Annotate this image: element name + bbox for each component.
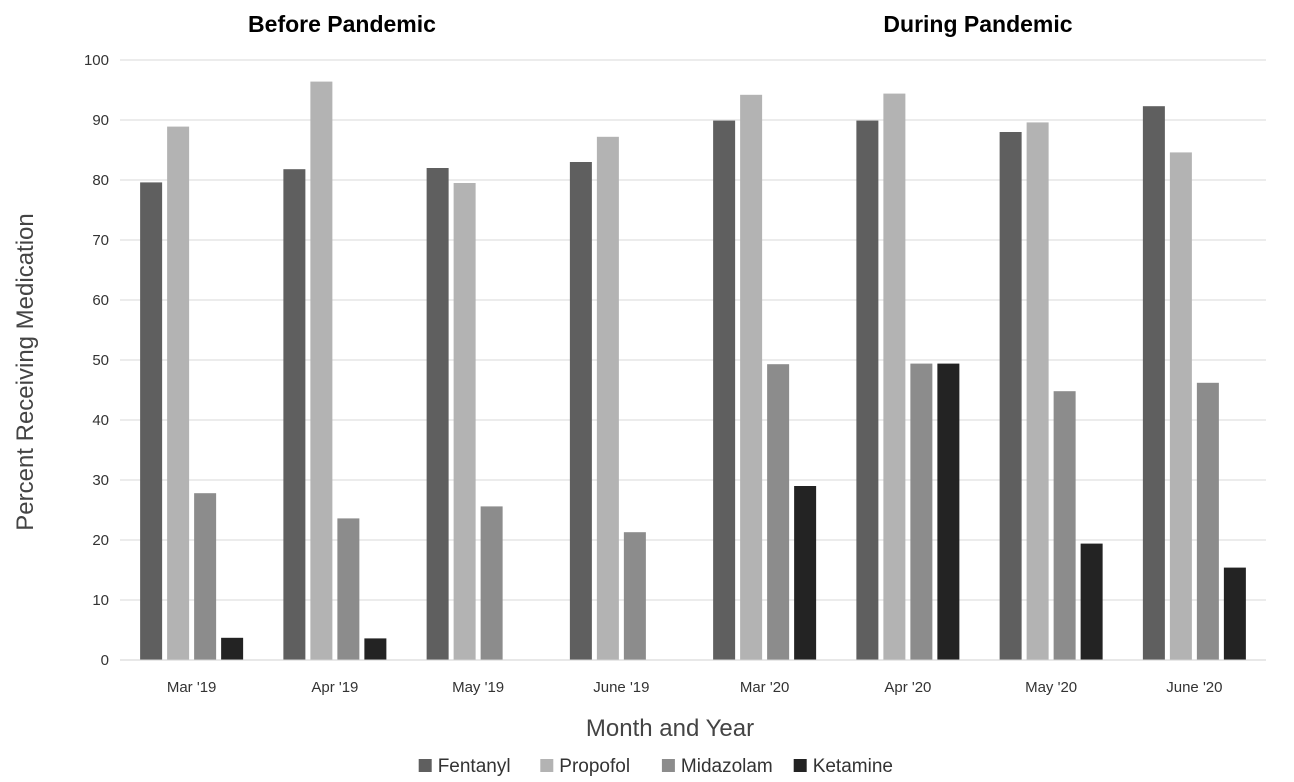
y-tick-label: 100 — [84, 52, 109, 69]
bar-midazolam-2 — [480, 506, 503, 660]
legend-swatch-fentanyl — [418, 759, 432, 772]
x-tick-label: Apr '19 — [311, 679, 358, 696]
bar-propofol-2 — [453, 183, 476, 660]
y-tick-label: 30 — [92, 472, 109, 489]
y-tick-label: 80 — [92, 172, 109, 189]
bar-fentanyl-4 — [713, 120, 736, 661]
bar-ketamine-7 — [1223, 567, 1246, 660]
y-tick-label: 0 — [101, 652, 109, 669]
y-tick-label: 70 — [92, 232, 109, 249]
bar-midazolam-1 — [337, 518, 360, 660]
bar-fentanyl-2 — [426, 168, 449, 660]
x-tick-label: June '20 — [1166, 679, 1222, 696]
legend-label-propofol: Propofol — [559, 756, 630, 777]
legend: Fentanyl Propofol Midazolam Ketamine — [418, 756, 893, 777]
bar-propofol-6 — [1026, 122, 1049, 660]
x-tick-label: Mar '19 — [167, 679, 217, 696]
x-tick-label: May '20 — [1025, 679, 1077, 696]
y-tick-label: 40 — [92, 412, 109, 429]
bar-midazolam-3 — [623, 532, 646, 660]
bars — [140, 81, 1246, 661]
legend-label-midazolam: Midazolam — [681, 756, 773, 777]
annotation-during-pandemic: During Pandemic — [883, 11, 1072, 37]
bar-propofol-3 — [596, 136, 619, 661]
bar-ketamine-0 — [221, 637, 244, 660]
bar-propofol-4 — [740, 94, 763, 661]
bar-midazolam-4 — [767, 364, 790, 660]
y-tick-label: 20 — [92, 532, 109, 549]
y-axis-ticks: 0 10 20 30 40 50 60 70 80 90 100 — [84, 52, 109, 669]
x-tick-label: May '19 — [452, 679, 504, 696]
x-tick-label: Apr '20 — [884, 679, 931, 696]
legend-label-fentanyl: Fentanyl — [438, 756, 511, 777]
bar-fentanyl-3 — [569, 162, 592, 660]
y-tick-label: 10 — [92, 592, 109, 609]
bar-propofol-7 — [1169, 152, 1192, 660]
bar-propofol-0 — [167, 126, 190, 661]
legend-label-ketamine: Ketamine — [813, 756, 893, 777]
legend-swatch-ketamine — [793, 759, 807, 772]
legend-swatch-propofol — [540, 759, 554, 772]
bar-propofol-1 — [310, 81, 333, 661]
y-tick-label: 60 — [92, 292, 109, 309]
bar-ketamine-6 — [1080, 543, 1103, 660]
x-tick-label: Mar '20 — [740, 679, 790, 696]
bar-midazolam-6 — [1053, 391, 1076, 660]
bar-fentanyl-7 — [1142, 106, 1165, 660]
legend-swatch-midazolam — [661, 759, 675, 772]
y-tick-label: 50 — [92, 352, 109, 369]
bar-midazolam-7 — [1196, 382, 1219, 660]
x-axis-title: Month and Year — [586, 715, 754, 742]
bar-fentanyl-5 — [856, 120, 879, 661]
bar-ketamine-5 — [937, 363, 960, 660]
bar-fentanyl-6 — [999, 132, 1022, 660]
bar-propofol-5 — [883, 93, 906, 661]
annotation-before-pandemic: Before Pandemic — [248, 11, 436, 37]
bar-fentanyl-1 — [283, 169, 306, 660]
y-axis-title: Percent Receiving Medication — [12, 213, 39, 531]
bar-ketamine-1 — [364, 638, 387, 660]
bar-ketamine-4 — [794, 486, 817, 660]
bar-midazolam-5 — [910, 363, 933, 660]
y-tick-label: 90 — [92, 112, 109, 129]
x-tick-label: June '19 — [593, 679, 649, 696]
x-axis-ticks: Mar '19 Apr '19 May '19 June '19 Mar '20 Apr … — [167, 679, 1223, 696]
bar-fentanyl-0 — [140, 182, 163, 660]
bar-midazolam-0 — [194, 493, 217, 660]
